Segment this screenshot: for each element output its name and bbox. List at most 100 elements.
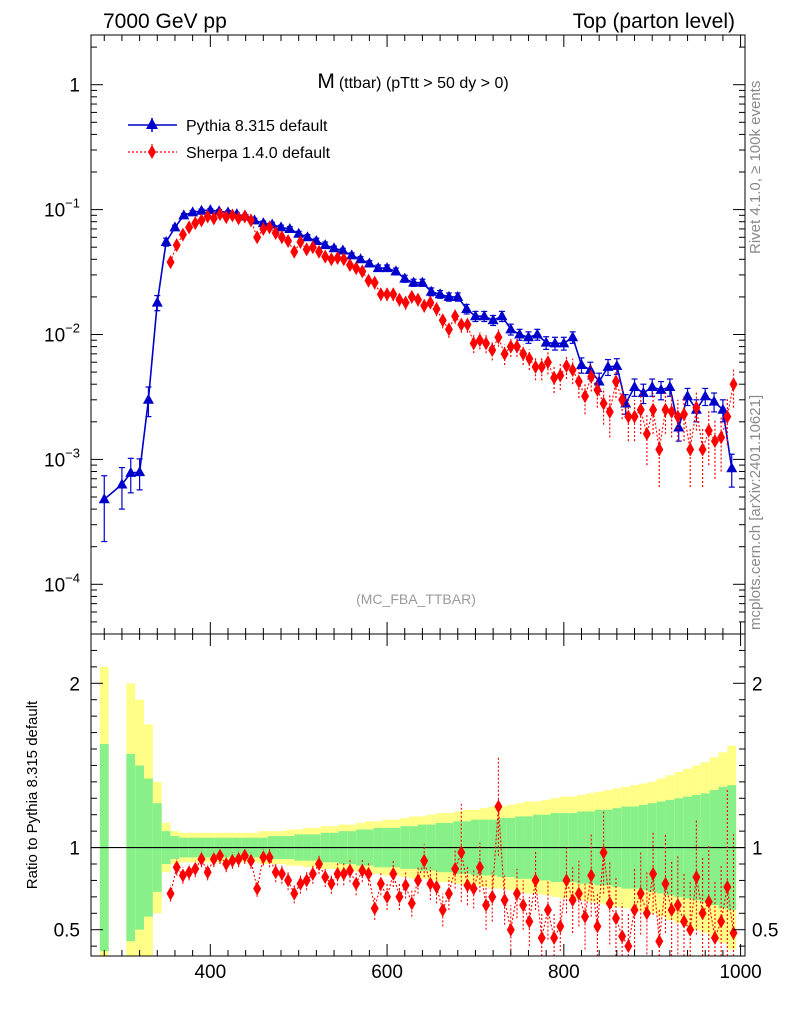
pythia-data-point (151, 296, 163, 307)
sherpa-data-point (321, 249, 330, 264)
sherpa-data-point (673, 409, 682, 424)
pythia-data-point (699, 390, 711, 401)
sherpa-data-point (253, 230, 262, 245)
pythia-data-point (593, 375, 605, 386)
sherpa-data-point (723, 409, 732, 424)
pythia-data-point (540, 336, 552, 347)
main-data-layer (98, 204, 738, 543)
sherpa-data-point (500, 346, 509, 361)
ratio-data-point (488, 889, 497, 904)
ratio-data-point (581, 909, 590, 924)
sherpa-data-point (494, 330, 503, 345)
sherpa-data-point (352, 261, 361, 276)
sherpa-data-point (265, 220, 274, 235)
ratio-data-point (191, 861, 200, 876)
pythia-data-point (178, 209, 190, 220)
ratio-data-point (414, 873, 422, 888)
sherpa-data-point (358, 264, 367, 279)
ratio-data-point (519, 898, 528, 913)
ratio-data-point (649, 866, 658, 881)
ratio-y-axis: 0.5 0.5 1 1 2 2 (54, 649, 778, 947)
pythia-data-point (346, 249, 358, 260)
x-tick-label: 600 (371, 962, 403, 983)
ratio-data-point (451, 861, 460, 876)
ratio-data-point (358, 863, 367, 878)
main-y-tick-label-base: 10 (44, 201, 65, 222)
main-y-tick-label: 10−4 (44, 570, 80, 596)
sherpa-data-point (178, 227, 187, 242)
sherpa-data-point (636, 402, 645, 417)
pythia-data-point (514, 328, 526, 339)
pythia-data-point (673, 421, 685, 432)
ratio-data-point (333, 866, 342, 881)
pythia-data-point (629, 380, 641, 391)
ratio-data-point (599, 845, 608, 860)
sherpa-data-point (339, 252, 348, 267)
sherpa-data-point (463, 317, 472, 332)
ratio-uncertainty-bands (91, 666, 745, 956)
legend-entry-sherpa: Sherpa 1.4.0 default (128, 144, 331, 162)
ratio-data-point (587, 868, 596, 883)
ratio-data-point (444, 886, 453, 901)
ratio-y-tick-label: 2 (69, 674, 80, 695)
sherpa-data-point (302, 242, 311, 257)
ratio-data-point (655, 934, 664, 949)
pythia-data-point (452, 290, 464, 301)
main-y-tick-label: 10−1 (44, 196, 80, 222)
pythia-data-point (284, 222, 296, 233)
legend-sherpa-label: Sherpa 1.4.0 default (186, 145, 331, 162)
main-plot-panel: M (ttbar) (pTtt > 50 dy > 0) (MC_FBA_TTBA… (44, 34, 746, 635)
main-y-tick-label-base: 10 (44, 450, 65, 471)
pythia-data-point (399, 272, 411, 283)
sherpa-data-point (531, 359, 540, 374)
ratio-data-point (166, 886, 175, 901)
sherpa-data-point (209, 211, 218, 226)
ratio-data-point (680, 914, 689, 929)
sherpa-data-point (203, 209, 212, 224)
x-tick-label: 800 (548, 962, 580, 983)
ratio-data-point (383, 889, 392, 904)
sherpa-data-point (191, 216, 200, 231)
ratio-y-tick-label-right: 0.5 (752, 921, 778, 942)
pythia-data-point (469, 310, 481, 321)
sherpa-data-point (389, 287, 398, 302)
pythia-data-point (195, 204, 207, 215)
sherpa-data-point (407, 289, 416, 304)
sherpa-data-point (642, 426, 651, 441)
pythia-data-point (576, 358, 587, 369)
ratio-data-point (704, 894, 713, 909)
ratio-data-point (339, 866, 348, 881)
sherpa-data-point (680, 407, 689, 422)
ratio-data-point (698, 906, 707, 921)
ratio-data-point (673, 898, 682, 913)
ratio-data-point (290, 886, 299, 901)
ratio-data-point (185, 865, 194, 880)
legend-pythia-label: Pythia 8.315 default (186, 118, 328, 135)
ratio-data-point (642, 906, 651, 921)
sherpa-data-point (420, 298, 429, 313)
ratio-data-point (259, 850, 268, 865)
ratio-data-point (636, 886, 645, 901)
sherpa-data-point (172, 238, 181, 253)
plot-title-main: M (317, 70, 335, 93)
pythia-data-point (169, 221, 181, 232)
sherpa-data-point (333, 250, 342, 265)
sherpa-series-line (169, 213, 735, 450)
pythia-data-point (372, 262, 384, 273)
main-y-tick-label: 1 (69, 76, 80, 97)
ratio-data-point (364, 866, 373, 881)
sherpa-data-point (525, 351, 534, 366)
pythia-data-point (319, 239, 331, 250)
ratio-data-point (692, 870, 701, 885)
sherpa-data-point (519, 346, 528, 361)
ratio-data-point (624, 939, 633, 954)
sherpa-data-point (315, 244, 324, 259)
sherpa-data-point (692, 400, 701, 415)
pythia-data-point (478, 310, 490, 321)
ratio-data-point (500, 893, 509, 908)
main-y-tick-label-exp: −2 (65, 321, 80, 336)
sherpa-data-point (426, 295, 435, 310)
sherpa-data-point (710, 434, 719, 449)
ratio-data-point (494, 799, 503, 814)
header-left: 7000 GeV pp (103, 10, 227, 33)
